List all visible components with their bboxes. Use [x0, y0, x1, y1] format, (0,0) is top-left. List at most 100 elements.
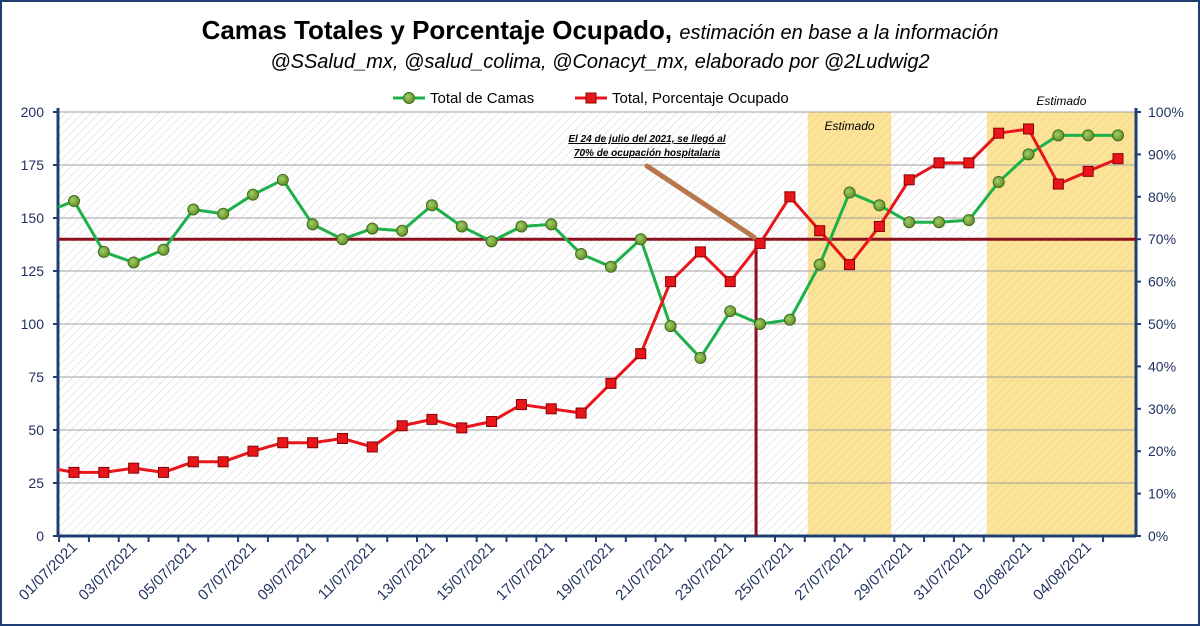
- data-point-porcentaje-ocupado: [724, 276, 736, 288]
- data-point-total-camas: [127, 256, 140, 269]
- data-point-porcentaje-ocupado: [903, 174, 915, 186]
- data-point-porcentaje-ocupado: [486, 416, 498, 428]
- y-right-tick-label: 0%: [1148, 528, 1168, 544]
- data-point-porcentaje-ocupado: [575, 407, 587, 419]
- y-left-tick-label: 75: [28, 369, 44, 385]
- data-point-porcentaje-ocupado: [993, 127, 1005, 139]
- chart-subtitle-part1: estimación en base a la información: [679, 22, 999, 44]
- x-tick-label: 04/08/2021: [1030, 539, 1095, 604]
- data-point-porcentaje-ocupado: [336, 432, 348, 444]
- x-tick-label: 05/07/2021: [135, 539, 200, 604]
- data-point-porcentaje-ocupado: [933, 157, 945, 169]
- data-point-porcentaje-ocupado: [784, 191, 796, 203]
- data-point-total-camas: [396, 224, 409, 237]
- x-tick-label: 15/07/2021: [433, 539, 498, 604]
- data-point-total-camas: [992, 175, 1005, 188]
- data-point-porcentaje-ocupado: [963, 157, 975, 169]
- legend-marker-porcentaje-ocupado: [585, 92, 597, 104]
- y-left-tick-label: 125: [21, 263, 45, 279]
- x-tick-label: 03/07/2021: [75, 539, 140, 604]
- chart-title-block: Camas Totales y Porcentaje Ocupado, esti…: [0, 14, 1200, 75]
- x-tick-label: 19/07/2021: [553, 539, 618, 604]
- data-point-porcentaje-ocupado: [844, 259, 856, 271]
- y-right-tick-label: 20%: [1148, 443, 1176, 459]
- y-left-tick-label: 50: [28, 422, 44, 438]
- annotation-arrow: [644, 163, 757, 240]
- data-point-porcentaje-ocupado: [694, 246, 706, 258]
- data-point-porcentaje-ocupado: [157, 466, 169, 478]
- annotation-line1: El 24 de julio del 2021, se llegó al: [568, 134, 726, 145]
- y-left-tick-label: 200: [21, 104, 45, 120]
- annotation-line2: 70% de ocupación hospitalaria: [574, 148, 721, 159]
- data-point-total-camas: [754, 318, 767, 330]
- x-tick-label: 31/07/2021: [911, 539, 976, 604]
- annotation: El 24 de julio del 2021, se llegó al 70% …: [568, 134, 757, 240]
- y-left-tick-label: 25: [28, 475, 44, 491]
- data-point-total-camas: [217, 207, 230, 220]
- data-point-porcentaje-ocupado: [128, 462, 140, 474]
- data-point-total-camas: [1052, 129, 1065, 142]
- data-point-total-camas: [664, 320, 677, 333]
- data-point-total-camas: [425, 199, 438, 212]
- x-tick-label: 11/07/2021: [315, 539, 379, 603]
- chart-title: Camas Totales y Porcentaje Ocupado,: [201, 15, 673, 45]
- data-point-porcentaje-ocupado: [605, 377, 617, 389]
- x-tick-label: 27/07/2021: [791, 539, 856, 604]
- y-left-tick-label: 100: [21, 316, 45, 332]
- data-point-total-camas: [515, 220, 528, 233]
- data-point-porcentaje-ocupado: [814, 225, 826, 237]
- data-point-porcentaje-ocupado: [396, 420, 408, 432]
- y-right-tick-label: 50%: [1148, 316, 1176, 332]
- x-tick-label: 02/08/2021: [970, 539, 1035, 604]
- data-point-total-camas: [1022, 148, 1035, 161]
- data-point-total-camas: [1082, 129, 1095, 142]
- data-point-total-camas: [724, 305, 737, 318]
- data-point-total-camas: [157, 243, 170, 256]
- data-point-total-camas: [575, 248, 588, 261]
- data-point-total-camas: [634, 233, 647, 246]
- y-right-tick-label: 80%: [1148, 189, 1176, 205]
- x-tick-label: 09/07/2021: [254, 539, 319, 604]
- y-left-tick-label: 175: [21, 157, 45, 173]
- x-tick-label: 01/07/2021: [16, 539, 81, 604]
- data-point-total-camas: [545, 218, 558, 231]
- data-point-porcentaje-ocupado: [1023, 123, 1035, 135]
- x-tick-label: 13/07/2021: [374, 539, 439, 604]
- data-point-total-camas: [485, 235, 498, 248]
- data-point-porcentaje-ocupado: [1082, 165, 1094, 177]
- data-point-porcentaje-ocupado: [545, 403, 557, 415]
- data-point-total-camas: [336, 233, 349, 246]
- data-point-porcentaje-ocupado: [187, 456, 199, 468]
- data-point-total-camas: [604, 260, 617, 273]
- data-point-total-camas: [962, 214, 975, 227]
- estimated-label: Estimado: [825, 119, 875, 133]
- data-point-total-camas: [873, 199, 886, 212]
- data-point-porcentaje-ocupado: [754, 237, 766, 249]
- data-point-porcentaje-ocupado: [426, 413, 438, 425]
- data-point-total-camas: [455, 220, 468, 233]
- y-right-tick-label: 60%: [1148, 274, 1176, 290]
- data-point-porcentaje-ocupado: [68, 466, 80, 478]
- data-point-total-camas: [843, 186, 856, 199]
- data-point-porcentaje-ocupado: [277, 437, 289, 449]
- y-left-tick-label: 150: [21, 210, 45, 226]
- data-point-porcentaje-ocupado: [307, 437, 319, 449]
- chart-subtitle-part2: @SSalud_mx, @salud_colima, @Conacyt_mx, …: [270, 51, 930, 73]
- data-point-total-camas: [366, 222, 379, 235]
- y-right-tick-label: 40%: [1148, 358, 1176, 374]
- data-point-total-camas: [68, 195, 80, 208]
- x-tick-label: 25/07/2021: [732, 539, 797, 604]
- data-point-porcentaje-ocupado: [665, 276, 677, 288]
- data-point-total-camas: [306, 218, 319, 231]
- data-point-total-camas: [276, 173, 289, 186]
- data-point-porcentaje-ocupado: [98, 466, 110, 478]
- x-tick-label: 29/07/2021: [851, 539, 916, 604]
- y-right-tick-label: 10%: [1148, 486, 1176, 502]
- legend: Total de Camas Total, Porcentaje Ocupado: [393, 90, 789, 107]
- y-left-tick-label: 0: [36, 528, 44, 544]
- legend-label-porcentaje-ocupado: Total, Porcentaje Ocupado: [612, 90, 789, 107]
- x-tick-label: 07/07/2021: [195, 539, 260, 604]
- data-point-total-camas: [694, 351, 707, 364]
- x-tick-label: 23/07/2021: [672, 539, 737, 604]
